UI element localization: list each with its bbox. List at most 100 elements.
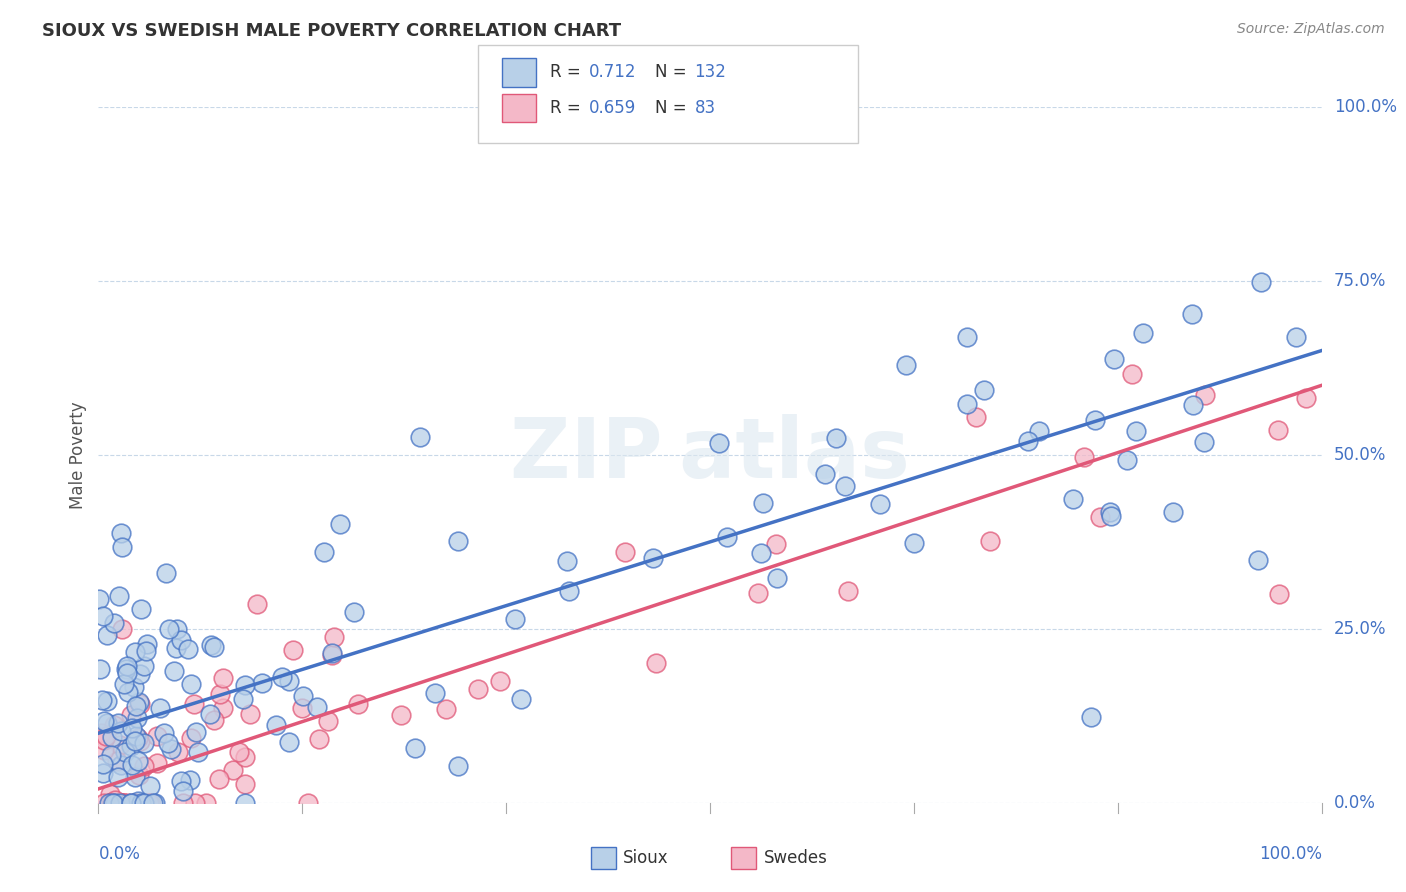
Point <box>110 724 132 739</box>
Point <box>90 726 112 740</box>
Point <box>1099 505 1122 519</box>
Text: 100.0%: 100.0% <box>1334 98 1398 116</box>
Point <box>749 546 772 560</box>
Point <box>869 498 891 512</box>
Point <box>765 536 787 550</box>
Text: 132: 132 <box>695 63 727 81</box>
Point <box>1062 491 1084 506</box>
Point <box>115 666 138 681</box>
Point <box>91 608 114 623</box>
Point <box>149 700 172 714</box>
Point <box>956 330 979 344</box>
Point <box>108 796 131 810</box>
Point <box>202 714 225 728</box>
Point <box>163 664 186 678</box>
Text: Sioux: Sioux <box>623 849 668 867</box>
Point <box>124 771 146 785</box>
Point <box>143 796 166 810</box>
Point <box>121 757 143 772</box>
Point <box>94 729 117 743</box>
Point <box>180 731 202 745</box>
Point <box>834 479 856 493</box>
Point <box>1132 326 1154 340</box>
Point <box>129 796 152 810</box>
Text: 0.0%: 0.0% <box>98 845 141 863</box>
Point <box>132 758 155 772</box>
Point <box>643 551 665 566</box>
Point <box>125 699 148 714</box>
Point <box>96 716 118 731</box>
Point <box>894 358 917 372</box>
Point <box>127 794 149 808</box>
Point <box>321 646 343 660</box>
Point <box>108 739 131 753</box>
Point <box>117 684 139 698</box>
Text: R =: R = <box>550 63 586 81</box>
Point <box>121 721 143 735</box>
Point <box>165 640 187 655</box>
Point <box>107 715 129 730</box>
Point <box>129 697 152 711</box>
Point <box>112 677 135 691</box>
Point <box>112 796 135 810</box>
Point <box>1285 330 1308 344</box>
Point <box>115 658 138 673</box>
Point <box>128 695 150 709</box>
Point <box>765 571 787 585</box>
Point <box>120 796 142 810</box>
Point <box>127 754 149 768</box>
Point <box>1073 450 1095 464</box>
Point <box>239 707 262 722</box>
Point <box>1102 352 1125 367</box>
Point <box>1181 307 1204 321</box>
Point <box>146 756 169 770</box>
Point <box>184 796 207 810</box>
Point <box>111 540 134 554</box>
Point <box>107 770 129 784</box>
Point <box>222 764 245 778</box>
Point <box>408 429 430 443</box>
Point <box>1194 387 1216 401</box>
Y-axis label: Male Poverty: Male Poverty <box>69 401 87 508</box>
Point <box>91 756 114 771</box>
Point <box>100 747 122 762</box>
Point <box>200 638 222 652</box>
Point <box>115 662 138 676</box>
Point <box>555 554 578 568</box>
Point <box>124 734 146 748</box>
Point <box>104 796 127 810</box>
Point <box>837 584 859 599</box>
Point <box>979 534 1001 549</box>
Point <box>100 787 122 801</box>
Text: 50.0%: 50.0% <box>1334 446 1386 464</box>
Point <box>155 566 177 580</box>
Point <box>110 796 132 810</box>
Point <box>136 637 159 651</box>
Point <box>1247 553 1270 567</box>
Point <box>103 717 125 731</box>
Point <box>97 796 120 810</box>
Point <box>132 736 155 750</box>
Point <box>208 687 231 701</box>
Point <box>132 658 155 673</box>
Point <box>101 796 124 810</box>
Point <box>146 729 169 743</box>
Point <box>235 796 257 810</box>
Point <box>346 698 368 712</box>
Point <box>108 589 131 603</box>
Point <box>100 796 122 810</box>
Point <box>716 531 738 545</box>
Point <box>292 689 315 703</box>
Point <box>228 745 250 759</box>
Point <box>187 745 209 759</box>
Point <box>965 410 987 425</box>
Point <box>278 734 301 748</box>
Point <box>316 714 339 728</box>
Text: 83: 83 <box>695 99 716 117</box>
Point <box>747 586 769 600</box>
Text: 75.0%: 75.0% <box>1334 272 1386 290</box>
Point <box>503 612 526 626</box>
Point <box>212 701 235 715</box>
Point <box>235 777 257 791</box>
Point <box>434 702 457 716</box>
